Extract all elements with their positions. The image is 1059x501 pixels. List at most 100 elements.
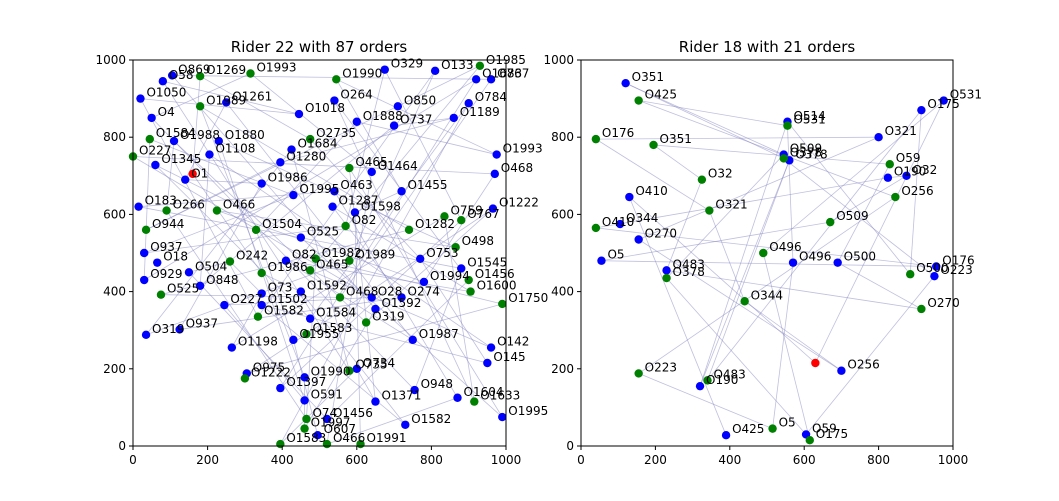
route-segment [830,175,907,223]
point-label: O425 [732,422,764,436]
point-label: O1583 [312,321,352,335]
pickup-point-o734 [352,364,361,373]
pickup-point-o1995 [289,190,298,200]
route-segment [414,268,462,391]
route-segment [326,397,458,445]
point-label: O1993 [503,142,543,156]
point-label: O869 [178,62,210,76]
route-segment [285,260,413,341]
point-label: O1988 [180,128,220,142]
route-segment [625,82,784,159]
pickup-point-o737 [389,121,399,130]
route-segment [138,190,335,208]
point-label: O1993 [256,61,296,75]
route-segment [909,110,922,275]
delivery-point-o176 [591,134,601,144]
pickup-point-o937 [175,325,184,334]
delivery-point-o175 [805,436,814,445]
point-label: O1684 [298,137,338,151]
route-segment [326,171,373,445]
point-label: O1750 [508,291,548,305]
delivery-point-o351 [649,140,658,150]
y-tick-label: 600 [103,207,126,221]
route-segment [354,212,361,445]
point-label: O176 [942,254,974,268]
route-segment [708,210,746,302]
route-segment [310,270,492,348]
point-label: O1108 [215,142,255,156]
point-label: O1198 [238,335,278,349]
pickup-point-o1994 [419,277,429,287]
pickup-point-o937 [139,248,149,258]
x-tick-label: 200 [644,453,667,467]
pickup-point-o142 [486,343,496,352]
route-segment [192,76,201,174]
point-label: O321 [715,198,747,212]
delivery-point-o82 [341,221,350,231]
point-label: O351 [660,132,692,146]
route-segment [356,368,376,402]
delivery-point-o468 [335,293,345,302]
point-label: O1991 [367,431,407,445]
route-segment [261,272,302,292]
pickup-point-o1987 [408,335,417,345]
point-label: O82 [292,248,317,262]
route-segment [787,125,794,263]
route-segment [261,304,406,426]
point-label: O425 [645,88,677,102]
point-label: O1269 [206,63,246,77]
route-segment [192,173,263,274]
point-label: O256 [901,184,933,198]
route-segment [666,269,922,310]
chart-title-left: Rider 22 with 87 orders [231,38,408,56]
route-segment [653,144,890,165]
point-label: O1990 [342,66,382,80]
point-label: O227 [139,144,171,158]
y-tick-label: 0 [566,439,574,453]
route-segment [348,168,376,402]
route-segment [356,121,497,155]
pickup-point-o73 [257,289,266,298]
route-segment [334,191,458,398]
point-label: O1986 [268,171,308,185]
point-label: O1987 [419,327,459,341]
point-label: O274 [408,284,440,298]
route-segment [783,158,935,277]
y-tick-label: 0 [118,439,126,453]
pickup-point-o1222 [488,204,498,213]
pickup-point-o176 [932,262,941,271]
point-label: O410 [602,215,634,229]
pickup-point-o223 [930,271,939,281]
point-label: O74 [312,406,337,420]
point-label: O1545 [467,255,507,269]
point-label: O1683 [482,66,522,80]
point-label: O496 [769,240,801,254]
route-segment [315,258,503,305]
pickup-point-o274 [397,293,406,302]
point-label: O500 [844,250,876,264]
y-tick-label: 800 [551,130,574,144]
point-label: O929 [150,267,182,281]
route-segment [763,100,944,254]
pickup-point-o784 [464,99,473,108]
delivery-point-o1750 [498,299,507,309]
pickup-point-o18 [153,258,162,267]
y-tick-label: 600 [551,207,574,221]
route-segment [279,79,477,389]
pickup-point-o175 [917,105,926,115]
route-segment [666,154,785,279]
pickup-point-o468 [490,169,500,179]
pickup-point-o1464 [367,167,376,177]
pickup-point-o32 [902,171,911,180]
point-label: O784 [475,90,507,104]
point-label: O142 [497,335,529,349]
delivery-point-o466 [212,206,222,215]
delivery-point-o321 [705,206,714,215]
route-segment [155,164,311,319]
point-label: O1371 [381,389,421,403]
point-label: O468 [346,284,378,298]
x-tick-label: 200 [196,453,219,467]
point-label: O1600 [477,279,517,293]
plot-frame-right [580,59,954,447]
delivery-point-o59 [885,160,894,169]
